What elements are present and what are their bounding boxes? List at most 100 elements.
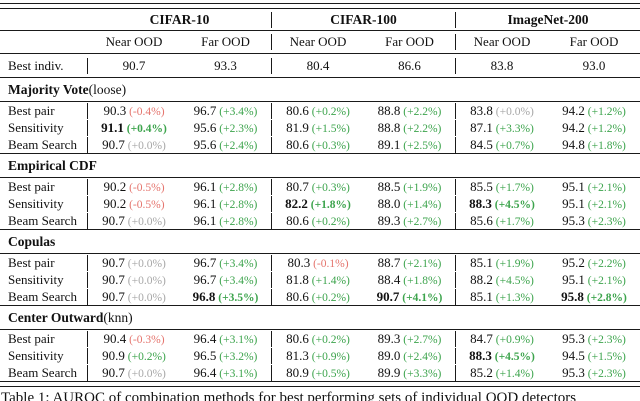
delta-percent: (+0.0%) (124, 367, 166, 380)
auroc-value: 95.6 (193, 119, 217, 135)
delta-percent: (+2.4%) (216, 139, 258, 152)
delta-percent: (-0.3%) (126, 333, 165, 346)
auroc-value: 94.2 (562, 119, 585, 135)
row-label: Beam Search (0, 288, 88, 305)
table-row: Best pair 90.2 (-0.5%) 96.1 (+2.8%) 80.7 (+… (0, 178, 640, 195)
col-group-cifar10: CIFAR-10 (88, 11, 272, 28)
auroc-value: 90.9 (102, 347, 125, 363)
delta-percent: (+1.2%) (584, 122, 626, 135)
section-header-empirical-cdf: Empirical CDF (0, 154, 640, 177)
result-cell: 88.4 (+1.8%) (364, 271, 456, 288)
delta-percent: (+1.5%) (308, 122, 350, 135)
auroc-value: 85.5 (470, 178, 493, 194)
col-group-cifar100: CIFAR-100 (272, 11, 456, 28)
auroc-value: 88.2 (470, 271, 493, 287)
delta-percent: (+1.2%) (584, 105, 626, 118)
delta-percent: (+0.0%) (124, 291, 166, 304)
table-rule (0, 329, 640, 330)
delta-percent: (+1.7%) (492, 181, 534, 194)
auroc-value: 80.3 (287, 254, 311, 270)
subheader-far-ood-2: Far OOD (364, 34, 456, 50)
result-cell: 90.2 (-0.5%) (88, 179, 180, 195)
delta-percent: (+0.2%) (308, 215, 350, 228)
delta-percent: (+0.0%) (492, 105, 534, 118)
result-cell: 88.8 (+2.2%) (364, 102, 456, 119)
delta-percent: (+3.1%) (216, 333, 258, 346)
auroc-value: 90.7 (102, 288, 125, 304)
best-indiv-value: 80.4 (306, 57, 330, 73)
row-label: Sensitivity (0, 119, 88, 136)
result-cell: 94.8 (+1.8%) (548, 137, 640, 153)
auroc-value: 80.6 (286, 330, 309, 346)
section-title: Empirical CDF (8, 157, 97, 173)
result-cell: 90.9 (+0.2%) (88, 348, 180, 364)
result-cell: 88.7 (+2.1%) (364, 254, 456, 271)
auroc-value: 90.4 (103, 330, 127, 346)
auroc-value: 89.3 (377, 212, 401, 228)
result-cell: 96.7 (+3.4%) (180, 102, 272, 119)
delta-percent: (+1.9%) (492, 257, 534, 270)
auroc-value: 85.6 (470, 212, 493, 228)
section-title: Copulas (8, 233, 56, 249)
delta-percent: (+0.0%) (124, 215, 166, 228)
delta-percent: (-0.5%) (126, 181, 165, 194)
delta-percent: (+2.3%) (216, 122, 258, 135)
row-label: Beam Search (0, 212, 88, 229)
result-cell: 96.1 (+2.8%) (180, 178, 272, 195)
delta-percent: (+2.1%) (584, 198, 626, 211)
auroc-value: 94.2 (562, 102, 585, 118)
delta-percent: (+2.4%) (400, 350, 442, 363)
result-cell: 80.9 (+0.5%) (272, 365, 364, 381)
table-subheader-row: Near OOD Far OOD Near OOD Far OOD Near O… (0, 31, 640, 53)
section-title: Majority Vote (8, 81, 89, 97)
auroc-value: 80.7 (286, 178, 309, 194)
auroc-value: 89.3 (377, 330, 401, 346)
table-row: Sensitivity 90.2 (-0.5%) 96.1 (+2.8%) 82.2 … (0, 195, 640, 212)
result-cell: 80.3 (-0.1%) (272, 255, 364, 271)
delta-percent: (+3.2%) (216, 350, 258, 363)
delta-percent: (+3.4%) (216, 105, 258, 118)
auroc-value: 89.9 (377, 364, 401, 380)
result-cell: 89.3 (+2.7%) (364, 330, 456, 347)
delta-percent: (+1.5%) (584, 350, 626, 363)
auroc-value: 94.5 (562, 347, 585, 363)
result-cell: 91.1 (+0.4%) (88, 120, 180, 136)
result-cell: 94.5 (+1.5%) (548, 348, 640, 364)
result-cell: 90.7 (+0.0%) (88, 137, 180, 153)
result-cell: 85.5 (+1.7%) (456, 179, 548, 195)
delta-percent: (+0.9%) (308, 350, 350, 363)
result-cell: 84.7 (+0.9%) (456, 331, 548, 347)
delta-percent: (+2.8%) (216, 198, 258, 211)
delta-percent: (+2.3%) (584, 367, 626, 380)
subheader-far-ood-3: Far OOD (569, 34, 619, 49)
section-title-suffix: (loose) (88, 81, 127, 97)
delta-percent: (+0.0%) (124, 257, 166, 270)
table-rule (0, 53, 640, 54)
result-cell: 82.2 (+1.8%) (272, 196, 364, 212)
auroc-value: 91.1 (101, 119, 124, 135)
auroc-value: 95.1 (562, 178, 585, 194)
subheader-near-ood-2: Near OOD (289, 34, 347, 49)
section-header-copulas: Copulas (0, 230, 640, 253)
result-cell: 95.8 (+2.8%) (548, 289, 640, 305)
result-cell: 85.6 (+1.7%) (456, 213, 548, 229)
result-cell: 95.1 (+2.1%) (548, 272, 640, 288)
auroc-value: 88.8 (377, 119, 401, 135)
delta-percent: (+0.2%) (308, 291, 350, 304)
table-row: Beam Search 90.7 (+0.0%) 96.4 (+3.1%) 80.9 … (0, 364, 640, 381)
best-indiv-value: 93.0 (582, 57, 606, 73)
auroc-value: 95.1 (562, 271, 585, 287)
result-cell: 90.7 (+0.0%) (88, 213, 180, 229)
result-cell: 88.3 (+4.5%) (456, 348, 548, 364)
result-cell: 90.7 (+0.0%) (88, 255, 180, 271)
auroc-value: 95.3 (562, 364, 585, 380)
auroc-value: 80.6 (286, 136, 309, 152)
auroc-value: 90.3 (103, 102, 127, 118)
auroc-value: 96.1 (193, 195, 217, 211)
table-row: Best pair 90.4 (-0.3%) 96.4 (+3.1%) 80.6 (+… (0, 330, 640, 347)
auroc-value: 88.0 (377, 195, 401, 211)
auroc-value: 96.4 (193, 330, 217, 346)
result-cell: 90.2 (-0.5%) (88, 196, 180, 212)
table-rule (0, 229, 640, 230)
result-cell: 80.6 (+0.3%) (272, 137, 364, 153)
